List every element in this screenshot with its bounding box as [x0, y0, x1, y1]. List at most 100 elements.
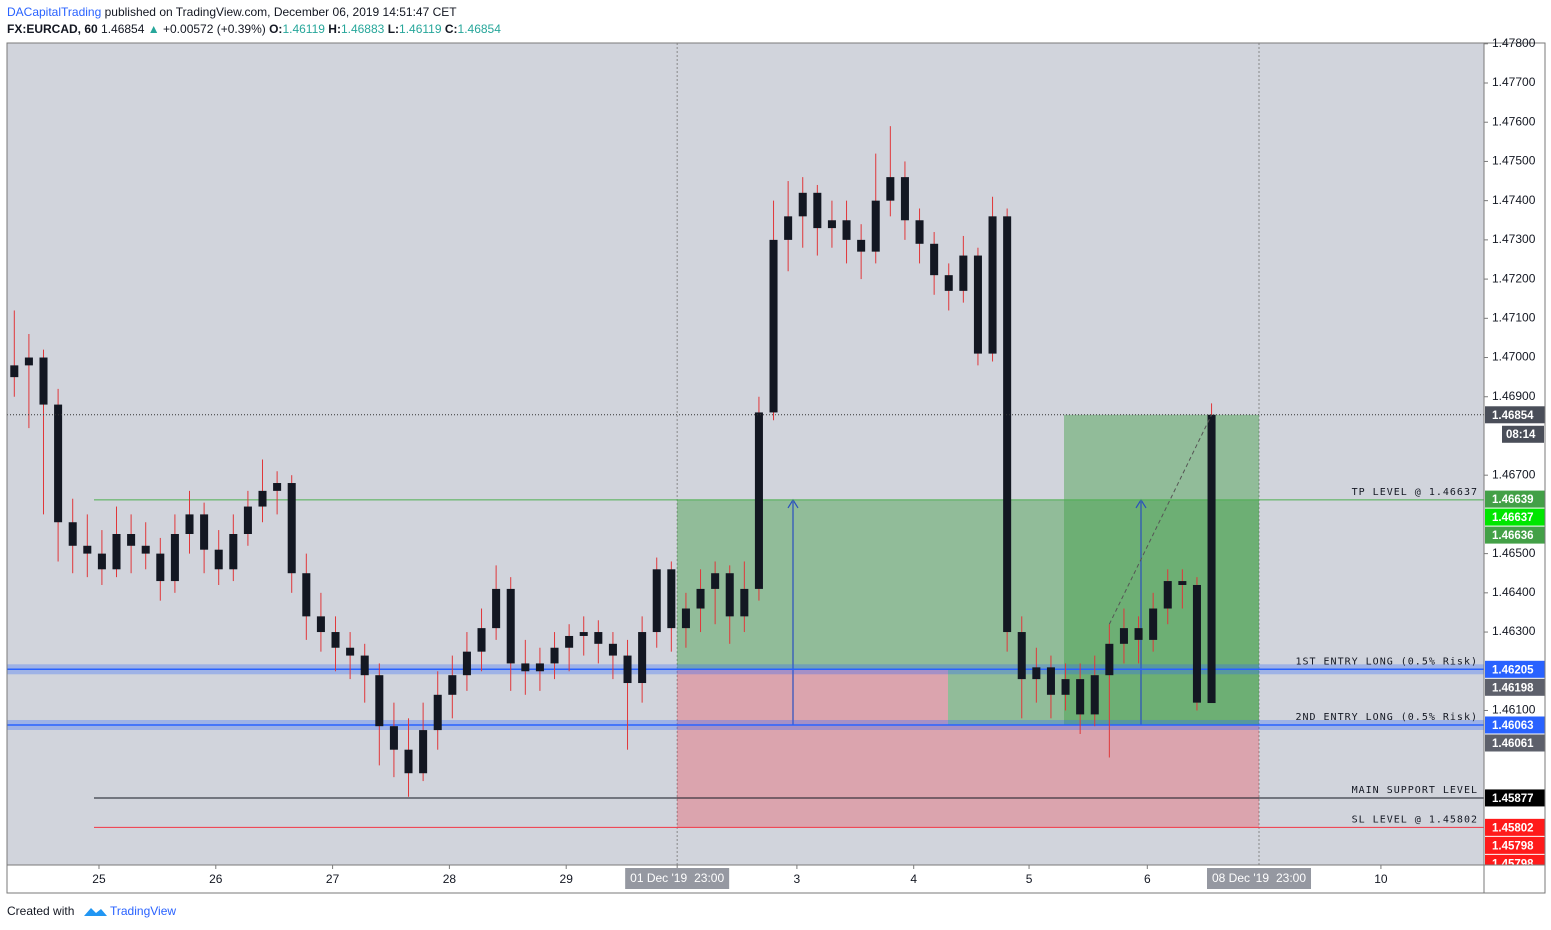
y-tick-label: 1.46300 [1492, 624, 1536, 638]
candle-body [959, 255, 968, 291]
candle-body [404, 749, 413, 774]
time-marker-box [1207, 868, 1312, 889]
y-tick-label: 1.47200 [1492, 271, 1536, 285]
candle-body [97, 553, 106, 570]
candle-body [915, 220, 924, 244]
price-label: 1.45877 [1492, 793, 1534, 805]
candle-body [1105, 643, 1114, 676]
arrow: ▲ [148, 22, 160, 36]
candle-body [287, 483, 296, 574]
loss-zone [948, 724, 1259, 828]
candle-body [1192, 584, 1201, 703]
candle-body [375, 675, 384, 727]
candle-body [185, 514, 194, 535]
price-label: 1.46061 [1492, 738, 1534, 750]
candle-body [1017, 632, 1026, 680]
candle-body [273, 483, 282, 491]
candle-body [1163, 581, 1172, 609]
candle-body [258, 490, 267, 507]
x-tick-label: 28 [443, 872, 457, 886]
logo [84, 908, 107, 916]
footer-brand[interactable]: TradingView [110, 904, 176, 918]
candle-body [54, 404, 63, 523]
candle-body [681, 608, 690, 629]
candle-body [346, 647, 355, 656]
candle-body [638, 632, 647, 684]
candle-body [871, 200, 880, 252]
x-tick-label: 6 [1144, 872, 1151, 886]
y-tick-label: 1.46900 [1492, 389, 1536, 403]
y-tick-label: 1.47300 [1492, 232, 1536, 246]
candle-body [1119, 628, 1128, 644]
candle-body [462, 651, 471, 676]
candle-body [842, 220, 851, 240]
candle-body [448, 675, 457, 695]
chart-border [6, 42, 1546, 894]
candle-body [769, 239, 778, 413]
price-label: 1.46639 [1492, 494, 1534, 506]
candle-body [68, 522, 77, 546]
candle-body [652, 569, 661, 633]
time-marker-date: 01 Dec '19 [630, 871, 687, 885]
time-marker-date: 08 Dec '19 [1212, 871, 1269, 885]
level-label: SL LEVEL @ 1.45802 [1352, 814, 1478, 825]
price-label-box [1485, 678, 1545, 696]
symbol-line: FX:EURCAD, 60 1.46854 ▲ +0.00572 (+0.39%… [7, 22, 501, 36]
x-tick-label: 29 [560, 872, 574, 886]
candle-body [900, 177, 909, 221]
candle-body [930, 243, 939, 276]
time-axis [7, 865, 1545, 893]
candle-body [1149, 608, 1158, 640]
candle-body [740, 588, 749, 617]
candle-body [419, 730, 428, 774]
candle-body [39, 357, 48, 405]
author[interactable]: DACapitalTrading [7, 5, 101, 19]
published: published on TradingView.com, December 0… [105, 5, 458, 19]
ohlc-value: 1.46883 [341, 22, 385, 36]
candle-body [667, 569, 676, 629]
countdown: 08:14 [1506, 429, 1536, 441]
x-tick-label: 27 [326, 872, 340, 886]
candle-body [83, 545, 92, 554]
time-marker-box [625, 868, 730, 889]
candle-body [535, 663, 544, 672]
profit-zone [677, 499, 948, 670]
ohlc-key: O: [269, 22, 282, 36]
y-tick-label: 1.46500 [1492, 546, 1536, 560]
y-tick-label: 1.46400 [1492, 585, 1536, 599]
y-tick-label: 1.47700 [1492, 75, 1536, 89]
loss-zone [677, 669, 948, 828]
price-label-box [1485, 854, 1545, 865]
candle-body [156, 553, 165, 582]
header-line: DACapitalTrading published on TradingVie… [7, 5, 457, 19]
candle-body [1003, 216, 1012, 633]
profit-zone [948, 499, 1259, 725]
candle-body [973, 255, 982, 354]
price-label: 1.46636 [1492, 530, 1534, 542]
x-tick-label: 5 [1026, 872, 1033, 886]
candle-body [243, 506, 252, 535]
y-tick-label: 1.47600 [1492, 114, 1536, 128]
candle-body [1076, 679, 1085, 715]
ohlc-key: C: [445, 22, 458, 36]
candle-body [696, 588, 705, 609]
y-tick-label: 1.47500 [1492, 154, 1536, 168]
candle-body [127, 534, 136, 546]
plot: TP LEVEL @ 1.46637 1ST ENTRY LONG (0.5% R… [7, 43, 1484, 865]
price-label: 1.46854 [1492, 410, 1534, 422]
plot-background [7, 43, 1484, 865]
candle-body [798, 192, 807, 217]
price-label-box [1485, 508, 1545, 526]
candle-body [608, 643, 617, 656]
x-tick-label: 26 [209, 872, 223, 886]
y-tick-label: 1.47400 [1492, 193, 1536, 207]
candle-body [477, 628, 486, 652]
price-label: 1.46637 [1492, 512, 1534, 524]
y-tick-label: 1.47100 [1492, 310, 1536, 324]
price-label: 1.45798 [1492, 858, 1534, 870]
candle-body [1032, 667, 1041, 680]
candle-body [302, 573, 311, 617]
change: +0.00572 (+0.39%) [163, 22, 266, 36]
candle-body [857, 239, 866, 252]
candle-body [200, 514, 209, 550]
